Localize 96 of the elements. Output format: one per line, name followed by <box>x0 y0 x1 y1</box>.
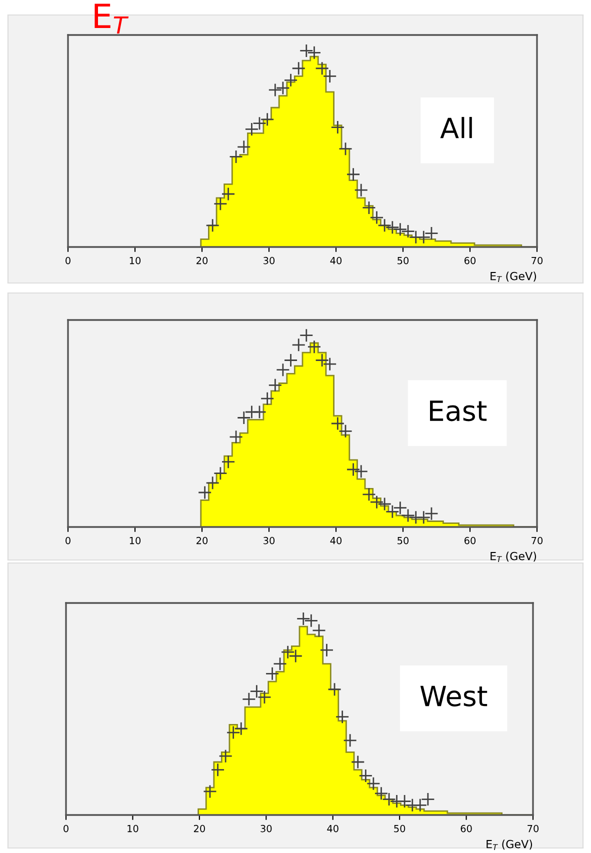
x-tick-label: 20 <box>196 256 208 264</box>
x-tick-label: 60 <box>464 256 476 264</box>
point <box>288 649 303 663</box>
point <box>299 328 314 342</box>
point <box>370 495 384 510</box>
point <box>258 690 272 704</box>
x-tick-label: 50 <box>398 256 409 264</box>
x-tick-label: 50 <box>398 536 409 544</box>
point <box>213 466 228 480</box>
x-tick-label: 30 <box>260 824 272 832</box>
x-tick-label: 30 <box>264 536 275 544</box>
point <box>338 424 352 438</box>
point <box>218 749 233 764</box>
point <box>299 44 314 58</box>
x-tick-label: 70 <box>532 536 543 544</box>
point <box>354 464 368 478</box>
point <box>382 792 396 806</box>
point <box>401 508 415 522</box>
point <box>312 624 326 638</box>
point <box>398 794 412 808</box>
x-tick-label: 70 <box>532 256 543 264</box>
point <box>393 222 408 236</box>
point <box>198 486 212 500</box>
point <box>292 61 306 76</box>
x-tick-label: 10 <box>130 256 141 264</box>
point <box>358 768 373 783</box>
point <box>292 338 306 352</box>
x-axis-title: E$_{T}$ (GeV) <box>490 552 536 562</box>
x-tick-label: 40 <box>327 824 338 832</box>
point <box>350 755 365 769</box>
point <box>304 614 318 628</box>
point <box>378 497 392 511</box>
point <box>346 462 360 476</box>
point <box>370 210 384 224</box>
x-axis-title: E$_{T}$ (GeV) <box>486 840 532 850</box>
point <box>221 454 236 469</box>
point <box>236 140 251 154</box>
point <box>315 353 330 368</box>
x-tick-label: 30 <box>264 256 275 264</box>
point <box>330 120 345 134</box>
x-tick-label: 20 <box>194 824 205 832</box>
point <box>315 61 330 76</box>
point <box>252 405 266 419</box>
x-tick-label: 60 <box>460 824 472 832</box>
point <box>307 340 322 354</box>
point <box>307 46 322 60</box>
point <box>229 150 243 164</box>
x-tick-label: 40 <box>330 256 342 264</box>
x-tick-label: 40 <box>330 536 342 544</box>
point <box>335 710 350 724</box>
point <box>268 378 282 392</box>
point <box>265 666 280 681</box>
point <box>206 476 220 490</box>
x-tick-label: 70 <box>528 824 539 832</box>
point <box>346 167 360 182</box>
point <box>221 187 236 201</box>
point <box>374 786 388 800</box>
x-tick-label: 0 <box>64 824 68 832</box>
x-tick-label: 0 <box>66 256 70 264</box>
annotation: West <box>420 686 488 706</box>
point <box>210 762 225 777</box>
point <box>276 362 290 377</box>
x-tick-label: 10 <box>128 824 138 832</box>
point <box>320 643 334 658</box>
point <box>280 645 295 660</box>
point <box>401 224 415 238</box>
x-tick-label: 10 <box>130 536 141 544</box>
point <box>203 784 217 798</box>
point <box>366 776 380 791</box>
point <box>354 183 368 198</box>
point <box>322 69 337 84</box>
chart-title: E$_{T}$ <box>94 4 129 34</box>
point <box>322 357 337 372</box>
x-axis-title: E$_{T}$ (GeV) <box>490 272 536 282</box>
point <box>213 196 228 211</box>
point <box>260 392 274 406</box>
x-tick-label: 20 <box>196 536 208 544</box>
point <box>206 218 220 232</box>
x-tick-label: 0 <box>66 536 70 544</box>
point <box>362 487 376 502</box>
point <box>296 612 310 626</box>
point <box>273 656 287 671</box>
point <box>378 218 392 232</box>
point <box>338 142 352 156</box>
point <box>229 430 243 444</box>
x-tick-label: 60 <box>464 536 476 544</box>
point <box>330 416 345 430</box>
point <box>385 220 400 234</box>
point <box>362 200 376 215</box>
point <box>343 733 358 748</box>
point <box>268 83 282 97</box>
point <box>284 353 298 368</box>
x-tick-label: 50 <box>394 824 406 832</box>
annotation: East <box>430 400 487 422</box>
point <box>328 682 342 696</box>
annotation: All <box>440 116 472 138</box>
